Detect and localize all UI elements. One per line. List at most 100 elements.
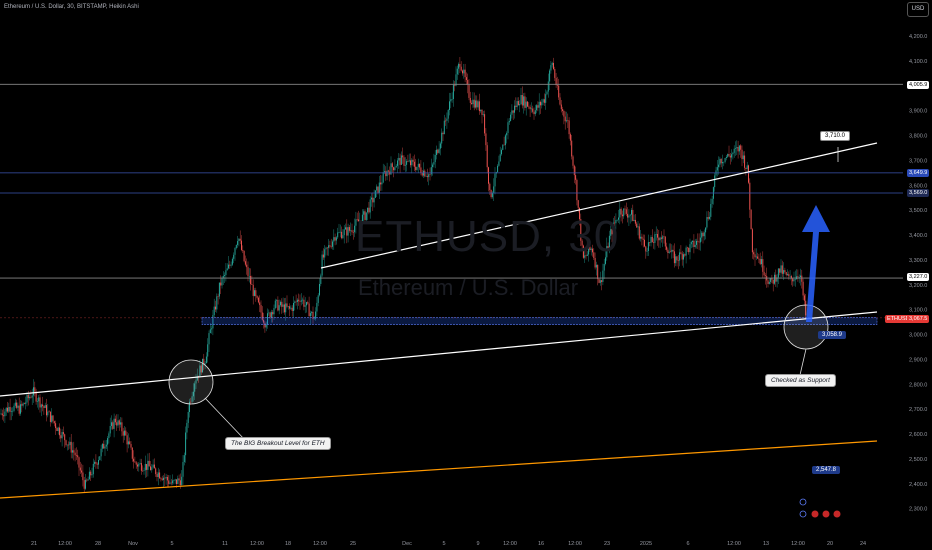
candle-body: [761, 259, 762, 265]
candle-body: [36, 401, 38, 402]
candle-body: [296, 299, 298, 303]
candle-body: [190, 401, 192, 403]
candle-body: [79, 467, 81, 471]
candle-body: [771, 278, 773, 280]
candle-body: [586, 254, 588, 256]
candle-body: [412, 159, 414, 162]
candle-body: [94, 461, 96, 464]
price-tick-label: 3,700.0: [909, 158, 927, 164]
candle-body: [213, 306, 215, 316]
candle-body: [607, 246, 609, 248]
candle-body: [285, 303, 287, 313]
candle-body: [581, 240, 583, 246]
candle-body: [374, 190, 376, 198]
candle-body: [579, 207, 580, 220]
candle-body: [166, 477, 168, 481]
candle-body: [546, 91, 548, 95]
candle-body: [196, 375, 198, 381]
price-tick-label: 3,600.0: [909, 183, 927, 189]
candle-body: [187, 412, 189, 423]
candle-body: [703, 232, 705, 237]
candle-body: [27, 394, 29, 399]
candle-body: [696, 240, 697, 245]
candle-body: [229, 264, 231, 266]
candle-body: [248, 275, 250, 277]
candle-body: [354, 225, 356, 233]
candle-body: [711, 198, 713, 204]
currency-button[interactable]: USD: [907, 2, 929, 17]
candle-body: [710, 203, 712, 217]
candle-body: [534, 110, 536, 115]
price-tick-label: 2,900.0: [909, 357, 927, 363]
watermark-symbol: ETHUSD, 30: [355, 212, 620, 261]
time-tick-label: 28: [95, 541, 101, 547]
candle-body: [278, 305, 280, 311]
candle-body: [433, 162, 435, 165]
candle-body: [763, 271, 765, 276]
candle-body: [503, 144, 505, 146]
candle-body: [391, 163, 393, 168]
candle-body: [599, 280, 601, 283]
candle-body: [107, 438, 109, 445]
candle-body: [443, 120, 445, 135]
candle-body: [724, 157, 726, 162]
support-band: [201, 317, 878, 325]
candle-body: [317, 295, 319, 303]
candle-body: [243, 250, 245, 262]
candle-body: [490, 189, 492, 198]
candle-body: [486, 145, 488, 168]
candle-body: [116, 422, 118, 426]
candle-body: [372, 197, 374, 203]
candle-body: [525, 101, 527, 108]
time-tick-label: 18: [285, 541, 291, 547]
candle-body: [507, 122, 509, 133]
candle-body: [386, 170, 388, 177]
candle-body: [234, 248, 236, 255]
candle-body: [658, 237, 660, 241]
candle-body: [549, 70, 551, 82]
candle-body: [26, 394, 28, 403]
candle-body: [595, 264, 597, 268]
candle-body: [147, 460, 149, 470]
candle-body: [155, 468, 157, 475]
candle-body: [673, 251, 675, 264]
candle-body: [12, 410, 14, 412]
candle-body: [670, 251, 671, 253]
candle-body: [424, 170, 426, 177]
price-tick-label: 3,200.0: [909, 283, 927, 289]
candle-body: [4, 411, 6, 417]
candle-body: [758, 258, 760, 260]
candle-body: [537, 105, 539, 108]
candle-body: [759, 258, 761, 265]
candle-body: [306, 302, 307, 306]
time-tick-label: 5: [442, 541, 445, 547]
candle-body: [667, 249, 669, 253]
candle-body: [488, 167, 489, 184]
candle-body: [43, 406, 45, 408]
candle-body: [686, 247, 688, 249]
candle-body: [567, 120, 569, 121]
candle-body: [92, 463, 94, 475]
candle-body: [598, 278, 600, 283]
candle-body: [602, 270, 604, 282]
candle-body: [183, 455, 185, 463]
candle-body: [744, 155, 746, 168]
candle-body: [573, 165, 575, 176]
candle-body: [406, 161, 408, 165]
candle-body: [337, 232, 339, 238]
candle-body: [126, 435, 128, 445]
candle-body: [261, 312, 263, 320]
candle-body: [198, 375, 200, 377]
candle-body: [217, 296, 219, 298]
candle-body: [339, 231, 341, 233]
candle-body: [165, 477, 167, 479]
candle-body: [432, 164, 434, 168]
candle-body: [785, 272, 787, 275]
candle-body: [169, 482, 171, 484]
candle-body: [417, 163, 419, 167]
candle-body: [644, 239, 645, 247]
candle-body: [191, 396, 193, 402]
candle-body: [200, 365, 202, 373]
candle-body: [134, 461, 136, 463]
